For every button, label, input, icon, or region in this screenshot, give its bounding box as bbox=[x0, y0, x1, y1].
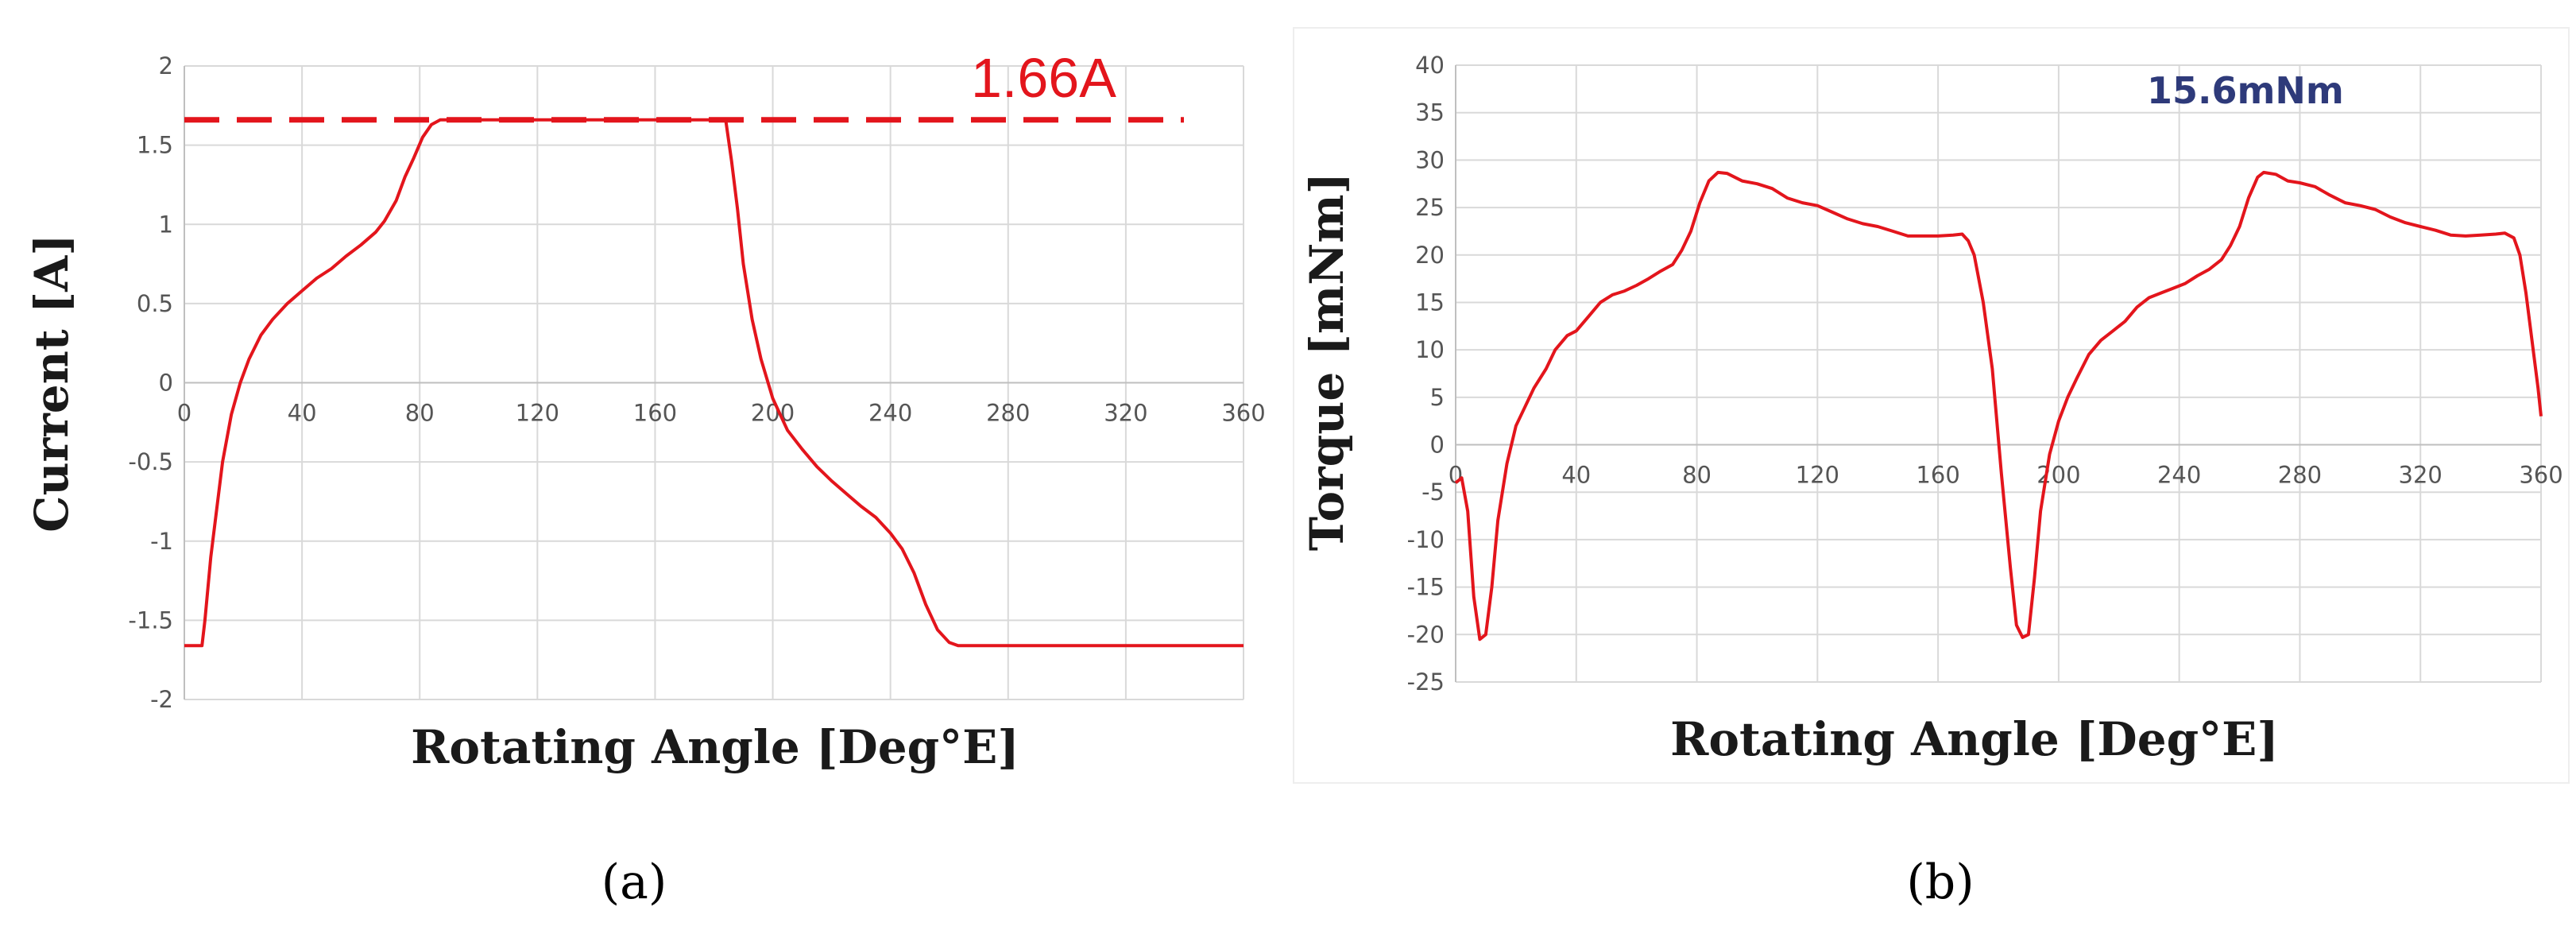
chart-b-x-tick-label: 360 bbox=[2519, 462, 2562, 489]
chart-b-series-line bbox=[1454, 170, 2543, 641]
chart-b-annotation: 15.6mNm bbox=[2147, 69, 2344, 112]
chart-a-x-tick-label: 360 bbox=[1221, 400, 1265, 427]
chart-b-y-tick-label: -10 bbox=[1407, 526, 1445, 553]
chart-b-y-tick-label: 30 bbox=[1415, 146, 1445, 173]
chart-b-x-tick-label: 80 bbox=[1682, 462, 1712, 489]
chart-a-y-tick-label: 2 bbox=[159, 52, 173, 79]
chart-b-y-tick-label: 0 bbox=[1430, 432, 1445, 459]
chart-a-x-tick-label: 280 bbox=[986, 400, 1030, 427]
panel-b-border bbox=[1293, 27, 2570, 784]
chart-b-x-tick-label: 240 bbox=[2157, 462, 2201, 489]
chart-a-x-tick-label: 240 bbox=[868, 400, 912, 427]
chart-a-y-tick-label: 1 bbox=[159, 211, 173, 238]
chart-b-x-tick-label: 280 bbox=[2278, 462, 2322, 489]
chart-a-x-tick-label: 200 bbox=[751, 400, 795, 427]
chart-b-x-tick-label: 0 bbox=[1449, 462, 1463, 489]
chart-b-y-tick-label: 35 bbox=[1415, 99, 1445, 126]
chart-a-y-tick-label: 1.5 bbox=[137, 132, 173, 159]
chart-b-y-axis-title: Torque [mNm] bbox=[1300, 172, 1354, 551]
chart-a-x-tick-label: 120 bbox=[516, 400, 559, 427]
chart-b-y-tick-label: 25 bbox=[1415, 194, 1445, 221]
panel-label-b: (b) bbox=[1906, 854, 1974, 910]
chart-b-y-tick-label: -5 bbox=[1421, 479, 1445, 506]
chart-a-y-tick-label: -1.5 bbox=[128, 606, 173, 634]
chart-b-y-tick-label: -15 bbox=[1407, 574, 1445, 601]
chart-a-x-axis-title: Rotating Angle [Deg°E] bbox=[411, 720, 1019, 774]
chart-a-x-tick-label: 0 bbox=[177, 400, 191, 427]
chart-b-y-tick-label: 40 bbox=[1415, 52, 1445, 79]
chart-b-x-tick-label: 320 bbox=[2399, 462, 2443, 489]
chart-b-y-tick-label: 20 bbox=[1415, 242, 1445, 269]
chart-a-x-tick-label: 80 bbox=[405, 400, 435, 427]
chart-a-y-axis-title: Current [A] bbox=[25, 234, 79, 532]
chart-a-y-tick-label: -1 bbox=[150, 528, 173, 555]
chart-b-x-tick-label: 40 bbox=[1561, 462, 1591, 489]
chart-b-x-axis-title: Rotating Angle [Deg°E] bbox=[1670, 712, 2279, 766]
chart-a-series-line bbox=[184, 118, 1244, 648]
chart-a-reference-line-label: 1.66A bbox=[971, 47, 1116, 109]
chart-a-y-tick-label: 0.5 bbox=[137, 290, 173, 317]
chart-a-y-tick-label: 0 bbox=[159, 370, 173, 397]
chart-a-y-tick-label: -0.5 bbox=[128, 448, 173, 475]
chart-b-x-tick-label: 160 bbox=[1916, 462, 1959, 489]
chart-a-x-tick-label: 160 bbox=[633, 400, 677, 427]
chart-b-x-tick-label: 120 bbox=[1796, 462, 1839, 489]
chart-b-y-tick-label: 5 bbox=[1430, 384, 1445, 411]
chart-b-y-tick-label: -20 bbox=[1407, 621, 1445, 648]
panel-label-a: (a) bbox=[601, 854, 667, 910]
chart-a-x-tick-label: 40 bbox=[288, 400, 317, 427]
chart-b-y-tick-label: -25 bbox=[1407, 668, 1445, 696]
chart-a-x-tick-label: 320 bbox=[1104, 400, 1147, 427]
chart-panel-a: 21.510.50-0.5-1-1.5-20 40 80 120 160 200 240 28… bbox=[128, 52, 1265, 713]
chart-b-y-tick-label: 15 bbox=[1415, 289, 1445, 316]
chart-b-y-tick-label: 10 bbox=[1415, 336, 1445, 363]
chart-a-y-tick-label: -2 bbox=[150, 686, 173, 713]
